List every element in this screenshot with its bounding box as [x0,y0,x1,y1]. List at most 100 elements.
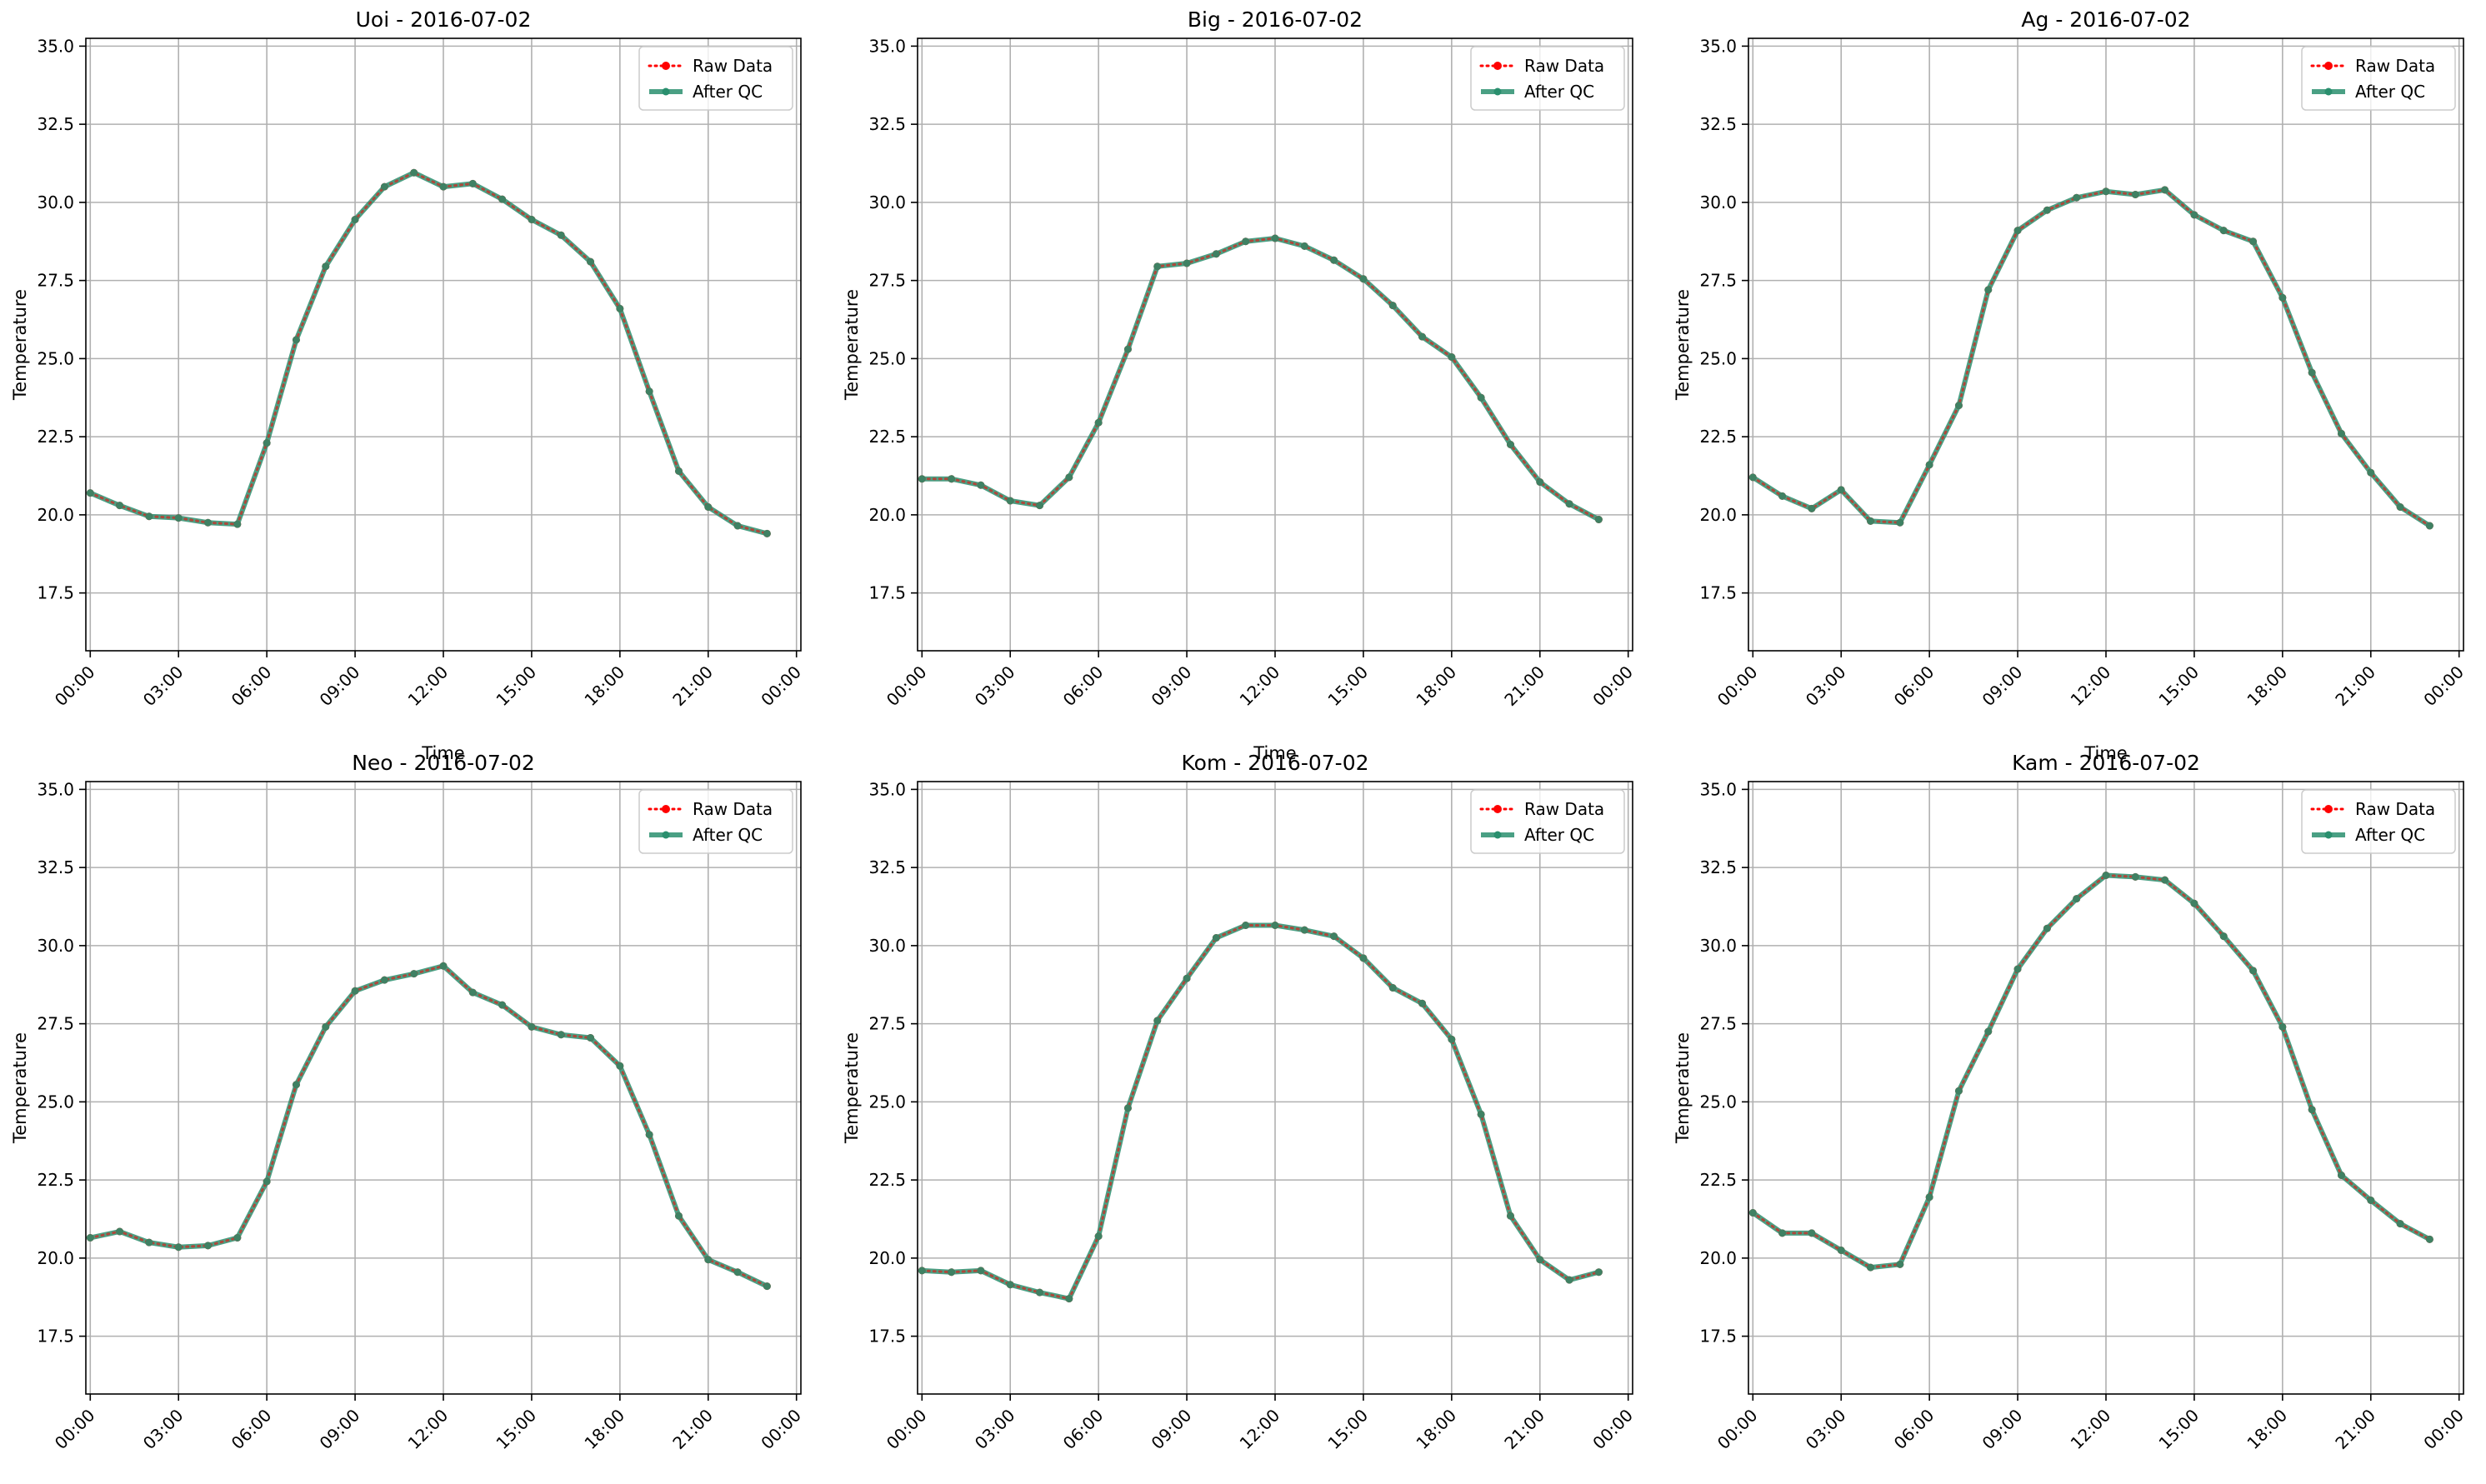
y-tick-label: 20.0 [37,1248,74,1268]
y-tick-label: 25.0 [868,1092,906,1112]
x-tick-label: 21:00 [2331,1405,2379,1453]
after-qc-point [2102,187,2110,196]
after-qc-point [2102,872,2110,879]
legend: Raw Data After QC [1470,789,1625,854]
x-tick-label: 06:00 [228,662,276,710]
x-tick-label: 00:00 [1713,662,1762,710]
after-qc-point [1778,1229,1787,1237]
y-tick-label: 32.5 [868,857,906,877]
after-qc-point [1183,259,1191,267]
x-tick-label: 00:00 [883,662,931,710]
y-tick-label: 32.5 [1699,114,1737,134]
after-qc-point [1065,473,1073,482]
after-qc-point [2425,1235,2433,1243]
x-tick-label: 00:00 [1588,662,1637,710]
after-qc-point [439,962,448,970]
after-qc-point [2308,368,2316,377]
subplot-4: 00:00 03:00 06:00 09:00 12:00 15:00 18:00 21:00… [842,751,1637,1453]
after-qc-point [1036,1288,1044,1297]
x-tick-label: 21:00 [668,662,717,710]
after-qc-point [2013,227,2022,235]
legend-marker-after-qc [1493,831,1502,839]
after-qc-point [351,216,359,223]
after-qc-point [704,503,713,511]
subplot-title: Kam - 2016-07-02 [2012,751,2200,775]
x-tick-label: 00:00 [1713,1405,1762,1453]
after-qc-point [322,1022,330,1031]
y-axis-label: Temperature [1673,1032,1693,1144]
after-qc-point [1867,517,1875,525]
after-qc-point [1448,1035,1456,1043]
x-tick-label: 06:00 [228,1405,276,1453]
legend-label-raw-data: Raw Data [693,56,773,76]
after-qc-point [1242,237,1250,246]
subplot-title: Uoi - 2016-07-02 [356,7,532,32]
x-tick-label: 03:00 [1802,662,1850,710]
after-qc-point [616,304,624,312]
after-qc-point [918,475,926,483]
x-axis-label: Time [421,743,464,763]
y-tick-label: 30.0 [37,936,74,956]
after-qc-point [1183,974,1191,982]
x-tick-label: 09:00 [1148,1405,1196,1453]
y-tick-label: 32.5 [37,857,74,877]
x-tick-label: 00:00 [883,1405,931,1453]
x-tick-label: 12:00 [2067,662,2115,710]
after-qc-point [174,514,183,522]
y-tick-label: 27.5 [37,1014,74,1034]
x-tick-label: 09:00 [1978,1405,2027,1453]
after-qc-point [1477,393,1485,402]
x-tick-label: 15:00 [492,662,540,710]
x-tick-label: 12:00 [404,1405,453,1453]
after-qc-point [1212,250,1220,258]
x-tick-label: 09:00 [1148,662,1196,710]
after-qc-point [1896,518,1904,527]
after-qc-point [2043,924,2051,932]
after-qc-point [2013,965,2022,973]
after-qc-point [1565,500,1573,508]
after-qc-point [439,182,448,191]
x-tick-label: 03:00 [1802,1405,1850,1453]
subplot-title: Big - 2016-07-02 [1188,7,1363,32]
after-qc-point [116,502,124,510]
axes-frame [917,37,1633,652]
after-qc-point [116,1227,124,1236]
after-qc-point [2396,1220,2404,1228]
after-qc-point [2073,895,2081,903]
series-line-raw-data [88,171,768,535]
after-qc-point [1330,256,1338,264]
x-tick-label: 03:00 [139,662,188,710]
legend-marker-after-qc [662,87,670,96]
legend-label-after-qc: After QC [1524,82,1594,102]
x-tick-label: 00:00 [2419,662,2468,710]
after-qc-point [498,1001,507,1009]
subplot-title: Neo - 2016-07-02 [352,751,535,775]
after-qc-point [1594,516,1603,523]
after-qc-point [1036,502,1044,510]
after-qc-point [2043,206,2051,214]
x-tick-label: 00:00 [1588,1405,1637,1453]
axes-frame [917,781,1633,1395]
x-tick-label: 21:00 [1500,1405,1548,1453]
x-tick-label: 18:00 [2243,1405,2291,1453]
after-qc-point [977,481,985,489]
after-qc-point [557,1031,565,1039]
after-qc-point [1867,1263,1875,1272]
y-tick-label: 27.5 [1699,1014,1737,1034]
after-qc-point [2367,468,2375,477]
after-qc-point [1300,242,1308,250]
series-line-after-qc [922,922,1600,1302]
after-qc-point [204,518,213,527]
legend-marker-raw-data [662,805,670,813]
after-qc-point [1448,353,1456,361]
x-tick-label: 09:00 [1978,662,2027,710]
subplot-0: 00:00 03:00 06:00 09:00 12:00 15:00 18:00 21:00… [10,7,805,763]
after-qc-point [1330,932,1338,941]
after-qc-point [1808,1229,1816,1237]
legend-label-after-qc: After QC [693,825,763,845]
y-tick-label: 35.0 [37,36,74,56]
legend-marker-after-qc [662,831,670,839]
legend-label-raw-data: Raw Data [1524,56,1604,76]
after-qc-point [528,216,536,223]
